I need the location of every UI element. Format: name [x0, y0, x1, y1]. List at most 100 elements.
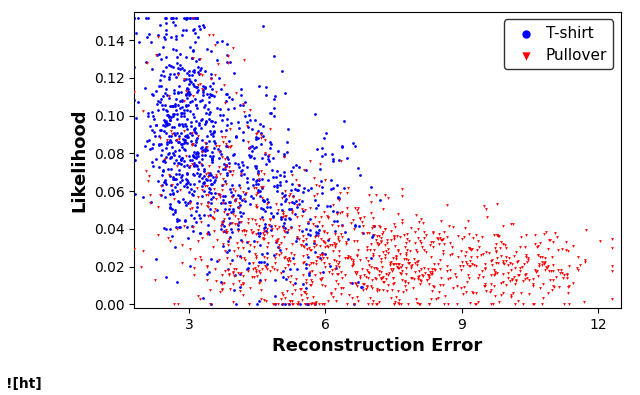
Pullover [213, 191, 223, 198]
Pullover [232, 221, 242, 227]
Pullover [540, 258, 550, 265]
Pullover [479, 203, 489, 210]
T-shirt [170, 207, 180, 213]
Pullover [216, 154, 227, 160]
T-shirt [133, 14, 143, 21]
T-shirt [188, 171, 198, 177]
T-shirt [210, 140, 220, 146]
T-shirt [172, 36, 182, 42]
T-shirt [233, 203, 243, 210]
Pullover [366, 264, 376, 271]
Pullover [250, 230, 260, 237]
T-shirt [259, 259, 269, 265]
T-shirt [272, 210, 282, 216]
T-shirt [280, 178, 291, 184]
T-shirt [154, 51, 164, 57]
T-shirt [161, 118, 171, 125]
T-shirt [223, 265, 233, 272]
Pullover [415, 278, 426, 284]
Pullover [238, 189, 248, 196]
Pullover [376, 238, 386, 245]
T-shirt [367, 234, 377, 240]
T-shirt [205, 83, 215, 89]
Pullover [383, 270, 394, 276]
T-shirt [270, 93, 280, 99]
T-shirt [221, 90, 232, 97]
Pullover [493, 232, 503, 239]
Pullover [260, 277, 270, 284]
Pullover [439, 301, 449, 307]
Pullover [413, 226, 423, 232]
T-shirt [255, 130, 266, 136]
T-shirt [258, 23, 268, 29]
T-shirt [168, 174, 178, 181]
Pullover [308, 175, 319, 181]
T-shirt [159, 179, 170, 185]
Pullover [435, 256, 445, 263]
T-shirt [313, 202, 323, 208]
Pullover [215, 171, 225, 177]
T-shirt [204, 138, 214, 144]
T-shirt [198, 104, 209, 110]
T-shirt [258, 133, 268, 139]
Pullover [390, 299, 401, 306]
T-shirt [198, 180, 209, 186]
T-shirt [196, 97, 207, 103]
T-shirt [147, 90, 157, 97]
Pullover [211, 172, 221, 179]
T-shirt [259, 224, 269, 231]
T-shirt [233, 222, 243, 228]
T-shirt [195, 171, 205, 178]
Pullover [238, 227, 248, 233]
Pullover [361, 285, 371, 292]
Pullover [298, 238, 308, 244]
T-shirt [170, 22, 180, 28]
Pullover [355, 215, 365, 221]
Pullover [396, 271, 406, 277]
T-shirt [230, 159, 241, 166]
T-shirt [180, 76, 191, 83]
Pullover [349, 301, 359, 307]
Pullover [259, 235, 269, 242]
T-shirt [245, 144, 255, 150]
Pullover [488, 301, 498, 307]
T-shirt [191, 102, 201, 108]
Pullover [225, 143, 236, 149]
Pullover [464, 275, 474, 281]
Pullover [376, 230, 387, 237]
Pullover [239, 196, 249, 202]
T-shirt [129, 64, 140, 71]
T-shirt [255, 276, 266, 283]
T-shirt [172, 130, 182, 137]
T-shirt [161, 64, 172, 71]
T-shirt [242, 179, 252, 185]
Pullover [321, 213, 332, 219]
Pullover [360, 255, 371, 261]
Pullover [327, 271, 337, 277]
T-shirt [285, 206, 296, 212]
T-shirt [161, 20, 171, 26]
T-shirt [161, 145, 171, 151]
T-shirt [186, 99, 196, 105]
T-shirt [168, 149, 178, 156]
Pullover [334, 247, 344, 254]
Pullover [411, 212, 421, 218]
Pullover [310, 182, 321, 188]
T-shirt [255, 193, 266, 199]
Pullover [239, 256, 250, 263]
Pullover [403, 237, 413, 244]
Pullover [209, 228, 219, 234]
Pullover [320, 244, 330, 250]
T-shirt [177, 155, 187, 161]
Pullover [444, 223, 454, 229]
T-shirt [230, 272, 240, 278]
Pullover [486, 281, 496, 287]
T-shirt [295, 301, 305, 307]
Pullover [317, 282, 328, 288]
T-shirt [221, 162, 231, 168]
Pullover [548, 277, 558, 284]
Pullover [477, 233, 488, 240]
Pullover [238, 280, 248, 286]
T-shirt [224, 214, 234, 221]
Pullover [225, 203, 236, 209]
